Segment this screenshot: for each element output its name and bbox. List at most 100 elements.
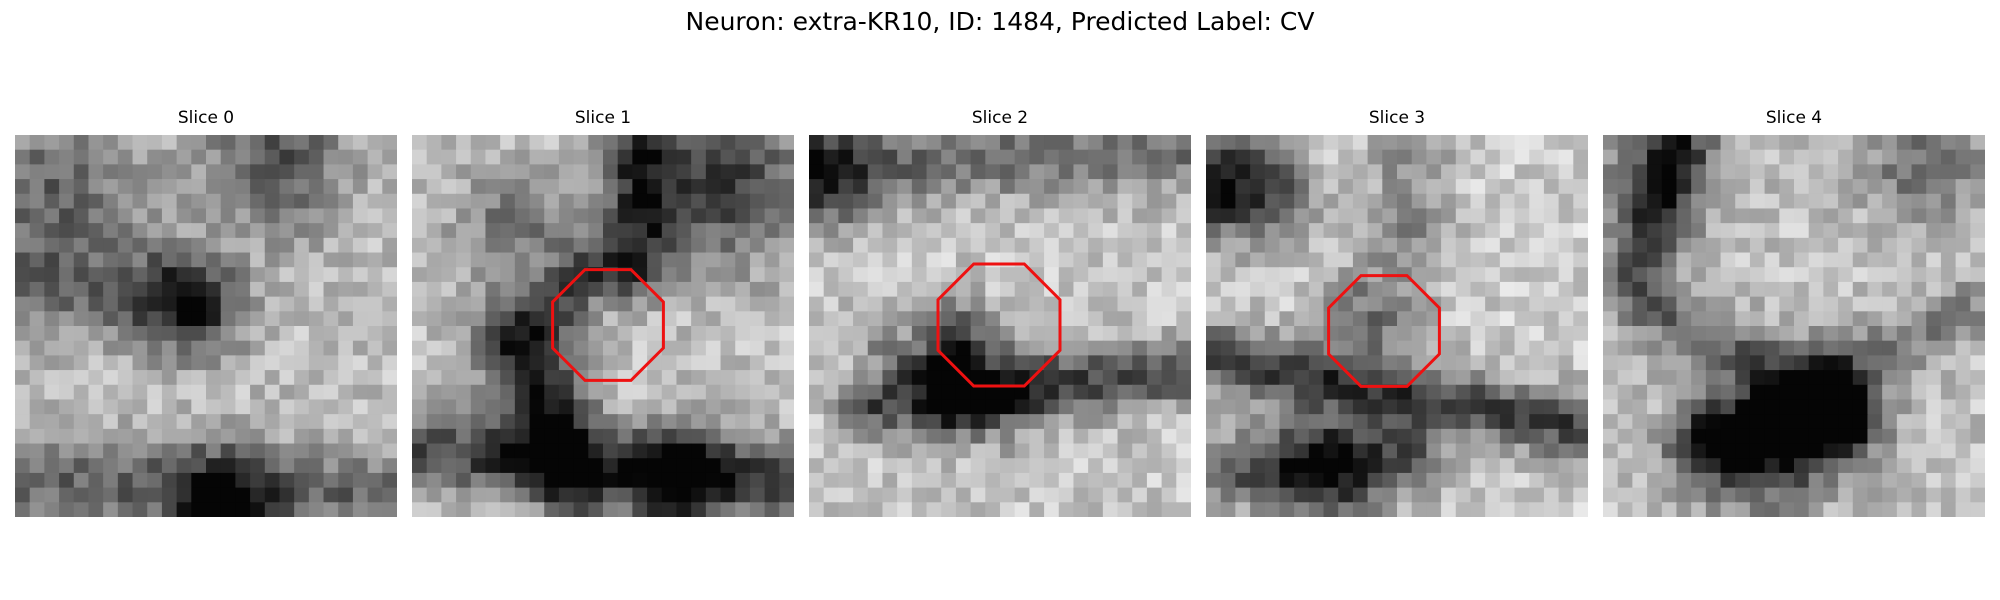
- image-pixel: [779, 311, 794, 327]
- image-pixel: [779, 179, 794, 195]
- image-pixel: [264, 208, 281, 224]
- image-pixel: [809, 223, 825, 239]
- image-pixel: [1352, 193, 1369, 210]
- image-pixel: [1117, 179, 1133, 195]
- image-pixel: [1088, 487, 1104, 503]
- image-pixel: [206, 428, 222, 445]
- image-pixel: [367, 472, 383, 489]
- image-pixel: [1882, 370, 1898, 386]
- image-pixel: [323, 355, 339, 371]
- image-pixel: [1441, 428, 1457, 445]
- image-pixel: [470, 223, 487, 239]
- image-pixel: [15, 252, 31, 268]
- image-pixel: [1735, 252, 1751, 268]
- image-pixel: [1088, 340, 1104, 356]
- image-pixel: [1176, 340, 1191, 356]
- image-pixel: [323, 281, 339, 298]
- image-pixel: [749, 296, 766, 312]
- image-pixel: [1529, 487, 1545, 503]
- image-pixel: [558, 502, 575, 517]
- image-pixel: [1543, 193, 1560, 210]
- image-pixel: [985, 428, 1001, 445]
- image-pixel: [1000, 428, 1016, 445]
- image-pixel: [1176, 472, 1191, 489]
- image-pixel: [1603, 135, 1619, 151]
- image-pixel: [88, 414, 104, 430]
- image-pixel: [1808, 370, 1824, 386]
- image-pixel: [1514, 149, 1530, 165]
- image-pixel: [323, 414, 339, 430]
- image-pixel: [412, 355, 428, 371]
- image-pixel: [338, 414, 354, 430]
- image-pixel: [1705, 296, 1722, 312]
- image-pixel: [1573, 252, 1588, 268]
- image-pixel: [412, 135, 428, 151]
- image-pixel: [705, 296, 722, 312]
- image-pixel: [867, 311, 884, 327]
- image-pixel: [44, 311, 60, 327]
- image-pixel: [1132, 149, 1148, 165]
- image-pixel: [1926, 458, 1942, 474]
- image-pixel: [500, 164, 516, 180]
- image-pixel: [147, 487, 163, 503]
- image-pixel: [897, 443, 913, 459]
- image-pixel: [44, 428, 60, 445]
- image-pixel: [514, 428, 531, 445]
- image-pixel: [176, 340, 192, 356]
- image-pixel: [1867, 487, 1883, 503]
- image-pixel: [1411, 237, 1427, 254]
- image-pixel: [441, 193, 457, 210]
- image-pixel: [1514, 311, 1530, 327]
- image-pixel: [456, 208, 472, 224]
- image-pixel: [88, 502, 104, 517]
- image-pixel: [970, 311, 986, 327]
- image-pixel: [29, 223, 45, 239]
- image-pixel: [867, 296, 884, 312]
- image-pixel: [1470, 135, 1486, 151]
- image-pixel: [1558, 443, 1574, 459]
- image-pixel: [1367, 311, 1383, 327]
- image-pixel: [1735, 179, 1751, 195]
- image-pixel: [911, 340, 928, 356]
- image-pixel: [1397, 472, 1413, 489]
- image-pixel: [29, 502, 45, 517]
- image-pixel: [470, 384, 487, 401]
- image-pixel: [103, 384, 119, 401]
- image-pixel: [1485, 296, 1501, 312]
- image-pixel: [1014, 164, 1030, 180]
- image-pixel: [1132, 164, 1148, 180]
- image-pixel: [1603, 399, 1619, 415]
- image-pixel: [1779, 149, 1795, 165]
- image-pixel: [352, 237, 369, 254]
- image-pixel: [1617, 326, 1633, 342]
- image-pixel: [1603, 179, 1619, 195]
- image-pixel: [1014, 208, 1030, 224]
- image-pixel: [985, 237, 1001, 254]
- image-pixel: [1250, 179, 1266, 195]
- image-pixel: [1896, 428, 1913, 445]
- image-pixel: [749, 252, 766, 268]
- image-pixel: [514, 487, 531, 503]
- image-pixel: [1514, 340, 1530, 356]
- image-pixel: [264, 443, 281, 459]
- image-pixel: [456, 252, 472, 268]
- image-pixel: [1764, 428, 1780, 445]
- image-pixel: [882, 340, 898, 356]
- image-pixel: [161, 237, 178, 254]
- image-pixel: [1529, 340, 1545, 356]
- image-pixel: [897, 149, 913, 165]
- image-pixel: [88, 296, 104, 312]
- image-pixel: [955, 164, 972, 180]
- image-pixel: [749, 428, 766, 445]
- image-pixel: [1426, 355, 1442, 371]
- image-pixel: [1529, 252, 1545, 268]
- image-pixel: [1603, 370, 1619, 386]
- image-pixel: [456, 164, 472, 180]
- image-pixel: [544, 281, 560, 298]
- image-pixel: [1603, 208, 1619, 224]
- image-pixel: [867, 487, 884, 503]
- image-pixel: [897, 296, 913, 312]
- image-pixel: [1970, 472, 1985, 489]
- image-pixel: [1367, 502, 1383, 517]
- image-pixel: [1691, 340, 1707, 356]
